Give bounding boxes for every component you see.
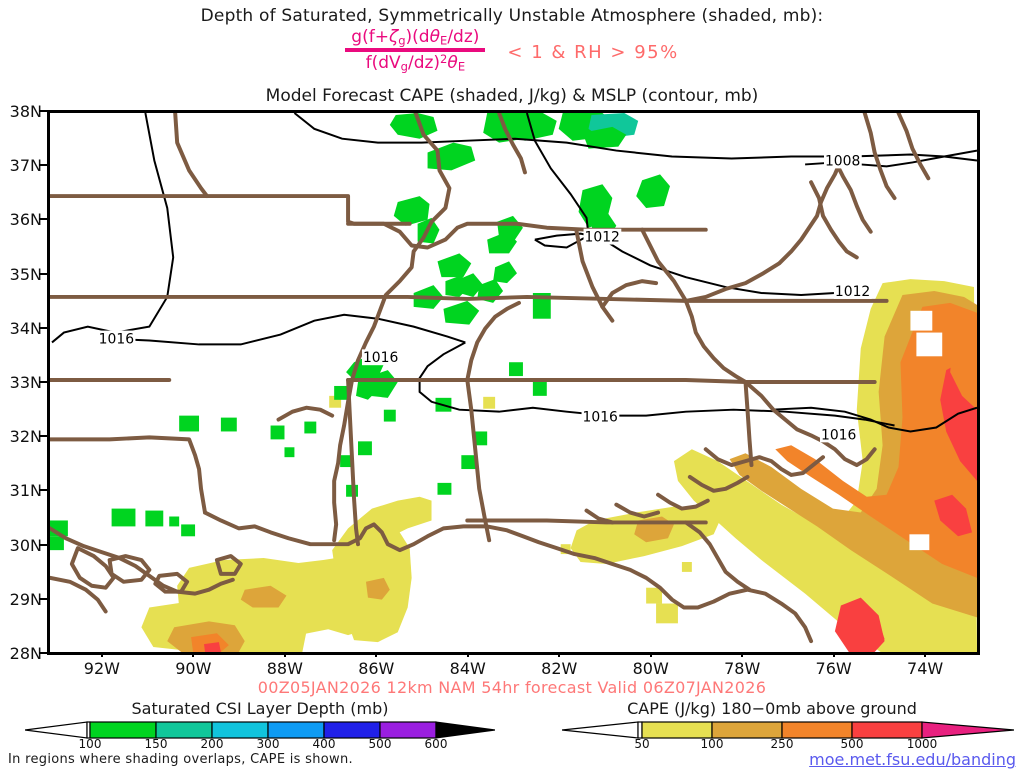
x-axis-label-76w: 76W bbox=[815, 659, 852, 678]
legend-title-cape: CAPE (J/kg) 180−0mb above ground bbox=[627, 699, 917, 718]
contour-label-layer: 1008 1012 1012 1016 1016 1016 bbox=[97, 152, 872, 443]
instability-formula: g(f+ζg)(dθE/dz) f(dVg/dz)2θE < 1 & RH > … bbox=[0, 27, 1024, 74]
legend-title-csi: Saturated CSI Layer Depth (mb) bbox=[131, 699, 389, 718]
y-axis-tick bbox=[39, 218, 47, 221]
x-axis-label-90w: 90W bbox=[175, 659, 212, 678]
formula-condition: < 1 & RH > 95% bbox=[507, 41, 679, 63]
source-url-link[interactable]: moe.met.fsu.edu/banding bbox=[809, 750, 1016, 769]
csi-tick-2: 200 bbox=[200, 737, 224, 751]
page-title: Depth of Saturated, Symmetrically Unstab… bbox=[200, 6, 824, 26]
y-axis-label-28n: 28N bbox=[9, 644, 42, 663]
map-frame[interactable]: 1008 1012 1012 1016 1016 1016 bbox=[47, 110, 980, 655]
overlap-footnote: In regions where shading overlaps, CAPE … bbox=[8, 752, 353, 767]
y-axis-tick bbox=[39, 381, 47, 383]
colorbar-csi[interactable] bbox=[25, 720, 495, 740]
svg-text:1008: 1008 bbox=[825, 153, 860, 169]
svg-text:1012: 1012 bbox=[585, 230, 620, 246]
cape-tick-2: 250 bbox=[770, 737, 794, 751]
y-axis-label-34n: 34N bbox=[9, 318, 42, 338]
page-subtitle: Model Forecast CAPE (shaded, J/kg) & MSL… bbox=[265, 86, 759, 106]
y-axis-label-32n: 32N bbox=[9, 427, 42, 447]
y-axis-tick bbox=[39, 435, 47, 438]
csi-tick-1: 150 bbox=[144, 737, 168, 751]
x-axis-label-88w: 88W bbox=[266, 659, 303, 678]
colorbar-cape[interactable] bbox=[562, 720, 1014, 740]
y-axis-tick bbox=[39, 597, 47, 600]
svg-text:1016: 1016 bbox=[821, 427, 856, 443]
colorbar-csi-ticks: 100 150 200 300 400 500 600 bbox=[25, 737, 495, 751]
y-axis-tick bbox=[39, 110, 47, 112]
csi-tick-3: 300 bbox=[256, 737, 280, 751]
y-axis-tick bbox=[39, 326, 47, 329]
y-axis-tick bbox=[39, 543, 47, 546]
x-axis-label-86w: 86W bbox=[358, 659, 395, 678]
x-axis-label-74w: 74W bbox=[907, 659, 944, 678]
colorbar-csi-svg[interactable] bbox=[25, 720, 495, 740]
colorbar-cape-svg[interactable] bbox=[562, 720, 1014, 740]
cape-tick-4: 1000 bbox=[906, 737, 938, 751]
x-axis-label-82w: 82W bbox=[541, 659, 578, 678]
svg-text:1016: 1016 bbox=[363, 350, 398, 366]
y-axis-label-30n: 30N bbox=[9, 535, 42, 555]
legend-titles: Saturated CSI Layer Depth (mb) CAPE (J/k… bbox=[0, 699, 1024, 718]
y-axis-label-33n: 33N bbox=[9, 373, 42, 392]
y-axis-tick bbox=[39, 652, 47, 654]
cape-tick-3: 500 bbox=[840, 737, 864, 751]
y-axis-label-37n: 37N bbox=[9, 156, 42, 176]
x-axis-label-78w: 78W bbox=[724, 659, 761, 678]
map-canvas[interactable]: 1008 1012 1012 1016 1016 1016 bbox=[50, 113, 977, 652]
csi-tick-0: 100 bbox=[78, 737, 102, 751]
y-axis-tick bbox=[39, 489, 47, 492]
y-axis-label-38n: 38N bbox=[9, 102, 42, 121]
forecast-valid-line: 00Z05JAN2026 12km NAM 54hr forecast Vali… bbox=[257, 678, 767, 697]
svg-text:1016: 1016 bbox=[583, 410, 618, 426]
y-axis-label-31n: 31N bbox=[9, 481, 42, 501]
y-axis-label-36n: 36N bbox=[9, 210, 42, 230]
y-axis-tick bbox=[39, 272, 47, 275]
formula-fraction: g(f+ζg)(dθE/dz) f(dVg/dz)2θE bbox=[345, 27, 486, 74]
svg-text:1012: 1012 bbox=[835, 284, 870, 300]
cape-shading-layer bbox=[141, 279, 977, 652]
cape-tick-0: 50 bbox=[634, 737, 650, 751]
mslp-contour-layer bbox=[51, 113, 977, 433]
x-axis-label-92w: 92W bbox=[83, 659, 120, 678]
csi-shading-layer bbox=[50, 113, 670, 551]
x-axis-label-80w: 80W bbox=[632, 659, 669, 678]
x-axis-label-84w: 84W bbox=[449, 659, 486, 678]
formula-divider bbox=[345, 48, 486, 53]
csi-tick-4: 400 bbox=[312, 737, 336, 751]
y-axis-label-29n: 29N bbox=[9, 589, 42, 609]
formula-numerator: g(f+ζg)(dθE/dz) bbox=[351, 27, 480, 48]
y-axis-label-35n: 35N bbox=[9, 264, 42, 284]
inland-border-detail bbox=[465, 229, 754, 468]
formula-denominator: f(dVg/dz)2θE bbox=[365, 52, 466, 74]
csi-tick-6: 600 bbox=[424, 737, 448, 751]
csi-tick-5: 500 bbox=[368, 737, 392, 751]
y-axis-tick bbox=[39, 164, 47, 167]
svg-text:1016: 1016 bbox=[99, 331, 134, 347]
cape-tick-1: 100 bbox=[700, 737, 724, 751]
colorbar-cape-ticks: 50 100 250 500 1000 bbox=[562, 737, 1014, 751]
